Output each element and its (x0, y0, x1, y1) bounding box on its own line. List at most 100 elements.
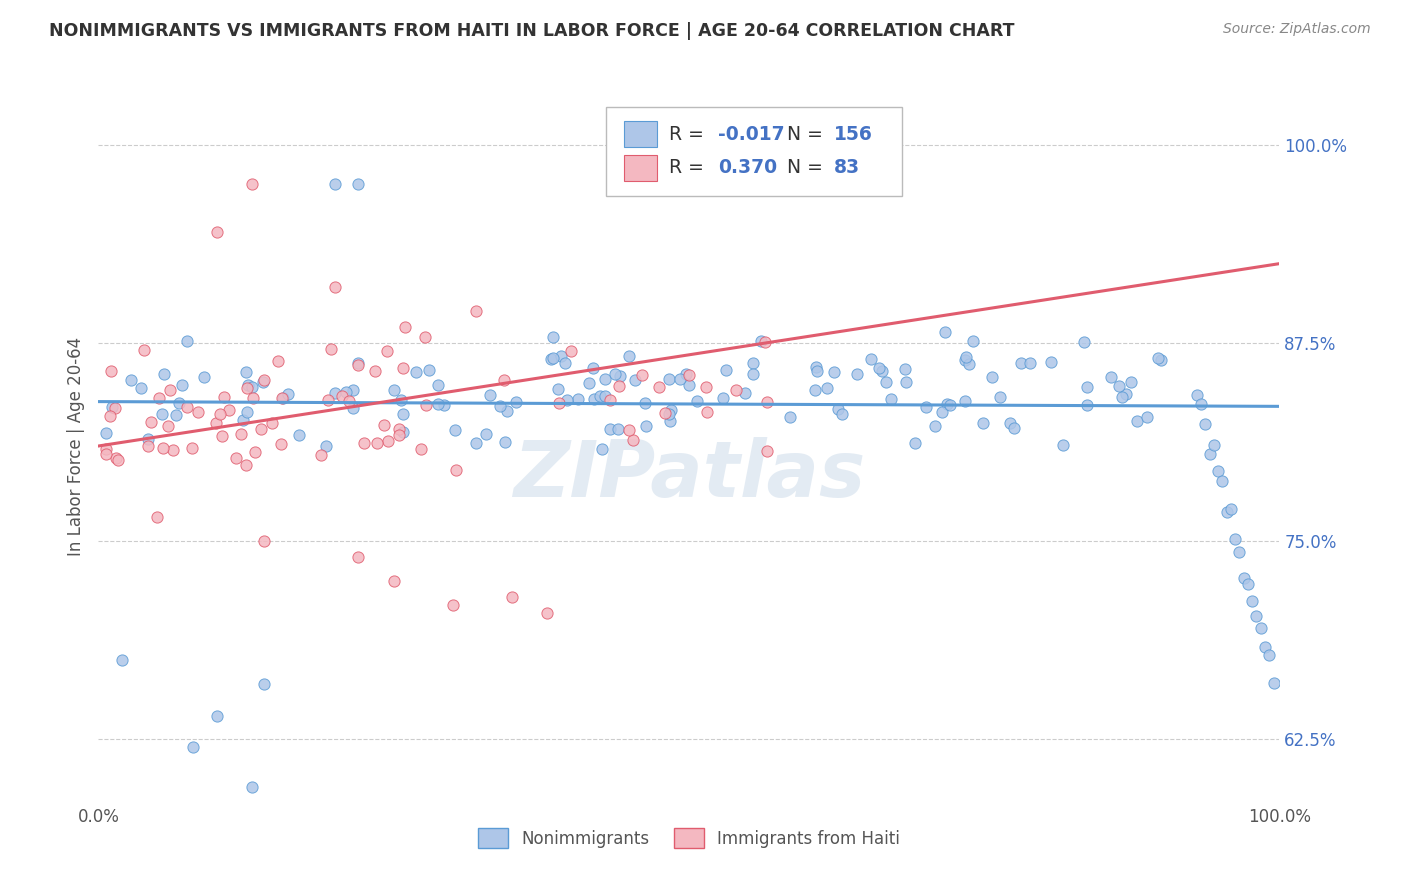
Point (1237, 577, 1260, 591)
Point (347, 178, 370, 192)
Point (734, 386, 756, 401)
Point (444, 423, 467, 437)
Point (1010, 356, 1032, 370)
Point (245, 445, 267, 459)
Point (894, 375, 917, 389)
Point (366, 436, 388, 450)
Point (347, 356, 370, 370)
Point (609, 378, 631, 392)
Text: R =: R = (669, 158, 710, 178)
Point (599, 422, 621, 436)
Point (181, 740, 204, 755)
Point (309, 448, 332, 462)
Point (107, 452, 129, 467)
Point (988, 390, 1011, 404)
Point (347, 549, 370, 564)
Point (953, 352, 976, 367)
Point (384, 383, 406, 397)
Point (193, 370, 215, 384)
Point (250, 422, 273, 436)
Point (389, 393, 412, 408)
Point (609, 369, 631, 384)
Point (875, 375, 897, 389)
Point (1194, 417, 1216, 431)
Point (465, 304, 488, 318)
Point (494, 434, 516, 449)
Bar (624, 121, 657, 147)
Legend: Nonimmigrants, Immigrants from Haiti: Nonimmigrants, Immigrants from Haiti (471, 822, 907, 855)
Point (94, 447, 117, 461)
Point (315, 439, 337, 453)
Point (235, 458, 257, 472)
Text: ZIPatlas: ZIPatlas (513, 436, 865, 513)
Point (686, 393, 709, 408)
Point (323, 385, 346, 400)
Point (880, 392, 903, 406)
Point (153, 367, 176, 381)
Point (955, 350, 977, 364)
Point (415, 398, 437, 412)
Point (957, 357, 980, 371)
Point (1185, 387, 1208, 401)
Point (599, 393, 621, 408)
Point (214, 390, 236, 404)
Point (464, 436, 486, 450)
Point (94, 442, 117, 457)
Point (980, 370, 1002, 384)
Point (218, 402, 240, 417)
Point (1241, 593, 1264, 607)
Point (1147, 351, 1170, 365)
Point (868, 361, 890, 376)
Point (276, 387, 298, 401)
Point (342, 401, 364, 416)
Text: R =: R = (669, 125, 710, 144)
Point (1189, 397, 1212, 411)
Point (998, 416, 1021, 430)
Point (235, 381, 257, 395)
Point (181, 441, 204, 455)
Text: NONIMMIGRANTS VS IMMIGRANTS FROM HAITI IN LABOR FORCE | AGE 20-64 CORRELATION CH: NONIMMIGRANTS VS IMMIGRANTS FROM HAITI I… (49, 22, 1015, 40)
Point (394, 320, 416, 334)
Point (1233, 571, 1256, 585)
Point (936, 396, 959, 410)
Point (756, 395, 779, 409)
Point (1225, 533, 1247, 547)
Point (316, 392, 339, 407)
Point (120, 373, 142, 387)
Point (1136, 410, 1159, 425)
Point (98, 409, 121, 423)
Point (165, 408, 187, 422)
Point (550, 349, 572, 363)
Point (648, 380, 671, 394)
Point (204, 416, 226, 430)
Point (555, 392, 578, 407)
Point (392, 361, 415, 376)
Point (1206, 463, 1229, 477)
Point (136, 432, 159, 446)
Point (323, 280, 346, 294)
Point (205, 225, 228, 239)
Point (347, 359, 370, 373)
Point (152, 442, 174, 456)
Point (441, 598, 464, 612)
Point (593, 389, 616, 403)
Point (725, 384, 748, 398)
Point (134, 343, 156, 357)
Point (806, 360, 828, 375)
Point (382, 574, 405, 588)
Point (1002, 421, 1025, 435)
Point (494, 373, 516, 387)
Point (240, 780, 263, 794)
Point (1202, 437, 1225, 451)
Point (413, 330, 436, 344)
Point (238, 377, 260, 392)
Point (1073, 334, 1095, 349)
Point (924, 419, 946, 434)
Point (240, 178, 263, 192)
Point (136, 439, 159, 453)
Point (105, 451, 128, 466)
Point (262, 417, 284, 431)
Point (150, 407, 173, 421)
Point (904, 435, 927, 450)
Point (1250, 621, 1272, 635)
